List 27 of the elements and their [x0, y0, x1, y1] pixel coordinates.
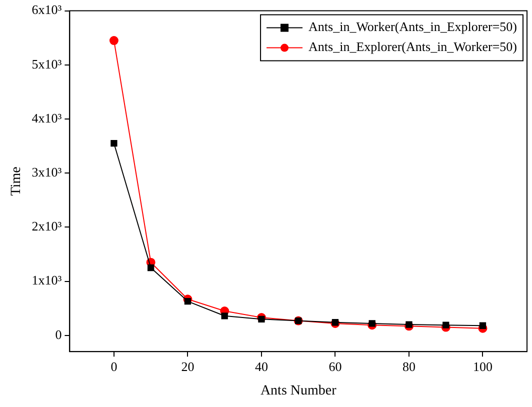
- x-tick-label: 20: [181, 358, 194, 374]
- x-tick-label: 40: [254, 358, 268, 374]
- point: [109, 36, 118, 46]
- point: [258, 316, 265, 322]
- x-axis-title: Ants Number: [260, 383, 337, 398]
- point: [368, 320, 376, 327]
- y-tick-label: 4x10³: [32, 110, 62, 126]
- x-tick-label: 0: [110, 358, 118, 374]
- x-tick-label: 60: [328, 358, 342, 374]
- x-tick-label: 80: [402, 358, 416, 374]
- point: [406, 321, 412, 328]
- point: [148, 264, 154, 272]
- point: [184, 298, 192, 305]
- point: [221, 312, 228, 320]
- legend-label: Ants_in_Explorer(Ants_in_Worker=50): [308, 39, 518, 54]
- y-tick-label: 2x10³: [32, 218, 62, 234]
- y-tick-label: 6x10³: [32, 2, 62, 18]
- y-tick-label: 1x10³: [32, 272, 62, 288]
- point: [479, 322, 486, 329]
- point: [110, 140, 118, 147]
- y-tick-label: 5x10³: [32, 56, 62, 72]
- y-axis-title: Time: [9, 166, 24, 196]
- legend-label: Ants_in_Worker(Ants_in_Explorer=50): [308, 19, 518, 34]
- y-tick-label: 0: [55, 326, 62, 342]
- y-tick-label: 3x10³: [32, 164, 62, 180]
- point: [442, 322, 450, 328]
- x-tick-label: 100: [472, 358, 492, 374]
